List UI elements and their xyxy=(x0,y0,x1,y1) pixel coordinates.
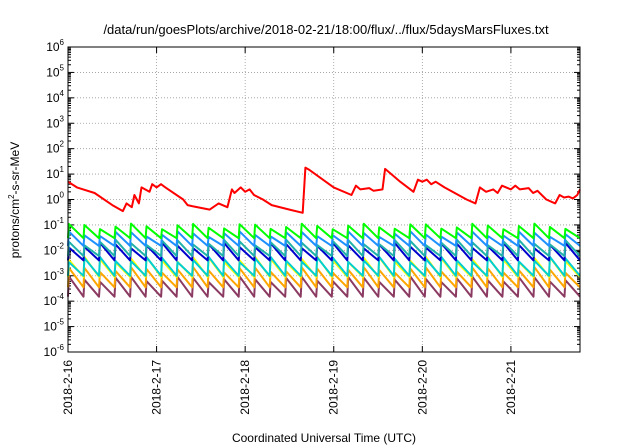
plot-frame xyxy=(67,46,581,353)
series-lines xyxy=(67,166,581,298)
y-axis-label-superscript: 2 xyxy=(7,194,16,199)
y-axis-label-part2: -s-sr-MeV xyxy=(8,142,22,195)
y-tick-label: 105 xyxy=(46,63,64,79)
x-tick-label: 2018-2-20 xyxy=(415,360,429,415)
y-tick-label: 10-6 xyxy=(44,343,65,359)
x-tick-label: 2018-2-21 xyxy=(504,360,518,415)
chart-title: /data/run/goesPlots/archive/2018-02-21/1… xyxy=(103,22,549,37)
y-tick-label: 10-5 xyxy=(44,318,65,334)
y-tick-label: 10-3 xyxy=(44,267,65,283)
y-tick-labels: 10-6 10-5 10-4 10-3 10-2 10-1 100 101 102 103 104 1… xyxy=(44,38,65,359)
y-tick-label: 104 xyxy=(46,89,64,105)
series-line-1 xyxy=(67,222,581,240)
x-tick-label: 2018-2-16 xyxy=(61,360,75,415)
y-tick-label: 103 xyxy=(46,114,64,130)
y-tick-label: 100 xyxy=(46,191,64,207)
y-axis-label: protons/cm2-s-sr-MeV xyxy=(7,142,22,258)
y-axis-label-part1: protons/cm xyxy=(8,199,22,258)
y-tick-label: 10-1 xyxy=(44,216,65,232)
y-tick-label: 10-4 xyxy=(44,292,65,308)
x-tick-label: 2018-2-18 xyxy=(238,360,252,415)
x-tick-labels: 2018-2-16 2018-2-17 2018-2-18 2018-2-19 2018… xyxy=(61,360,518,415)
x-tick-label: 2018-2-17 xyxy=(150,360,164,415)
series-line-0 xyxy=(67,166,581,214)
y-tick-label: 101 xyxy=(46,165,64,181)
grid-lines xyxy=(68,47,580,352)
y-tick-label: 10-2 xyxy=(44,241,65,257)
x-tick-label: 2018-2-19 xyxy=(327,360,341,415)
y-tick-label: 106 xyxy=(46,38,64,54)
x-axis-label: Coordinated Universal Time (UTC) xyxy=(232,431,416,445)
y-tick-label: 102 xyxy=(46,140,64,156)
